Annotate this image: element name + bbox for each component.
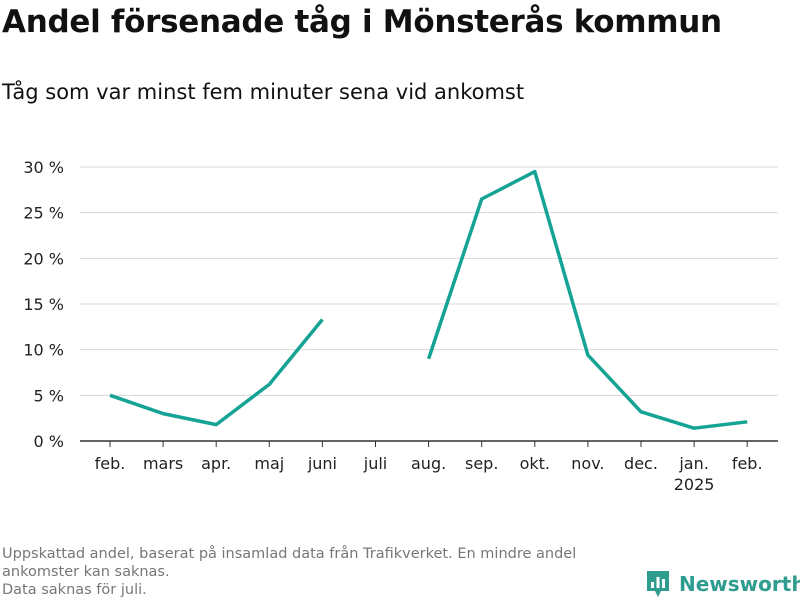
x-tick-label: okt. [520,454,550,473]
y-tick-label: 10 % [23,341,64,360]
y-tick-label: 15 % [23,295,64,314]
brand-name: Newsworthy [679,572,800,596]
y-gridlines [80,166,778,396]
x-tick-label: aug. [411,454,446,473]
x-tick-label: apr. [201,454,231,473]
line-chart: 0 % 5 % 10 % 15 % 20 % 25 % 30 % feb. mars apr. m… [23,158,778,494]
y-tick-label: 0 % [34,432,64,451]
x-tick-label: maj [254,454,284,473]
y-axis-labels: 0 % 5 % 10 % 15 % 20 % 25 % 30 % [23,158,64,451]
x-axis: feb. mars apr. maj juni juli aug. sep. okt. nov. d… [80,440,778,494]
x-tick-label: sep. [465,454,498,473]
x-tick-label: juni [307,454,337,473]
x-tick-label: juli [363,454,387,473]
footer-note-line: Uppskattad andel, baserat på insamlad da… [2,546,577,562]
footer-note-line: ankomster kan saknas. [2,564,170,580]
footer-note-line: Data saknas för juli. [2,582,147,598]
y-tick-label: 5 % [34,386,64,405]
x-tick-label: dec. [624,454,658,473]
y-tick-label: 20 % [23,249,64,268]
x-tick-label: feb. [732,454,763,473]
y-tick-label: 30 % [23,158,64,177]
brand-logo: Newsworthy [645,568,800,600]
x-tick-sublabel: 2025 [674,475,715,494]
series-line-segment [426,169,748,430]
series-line-segment [109,318,324,427]
y-tick-label: 25 % [23,204,64,223]
x-tick-label: feb. [95,454,126,473]
chart-subtitle: Tåg som var minst fem minuter sena vid a… [2,80,525,104]
x-tick-label: nov. [571,454,604,473]
series-layer [109,169,748,430]
x-tick-label: jan. [678,454,708,473]
chart-title: Andel försenade tåg i Mönsterås kommun [2,4,722,40]
footer-note: Uppskattad andel, baserat på insamlad da… [2,545,642,599]
x-tick-label: mars [143,454,183,473]
newsworthy-logo-icon [647,571,669,597]
